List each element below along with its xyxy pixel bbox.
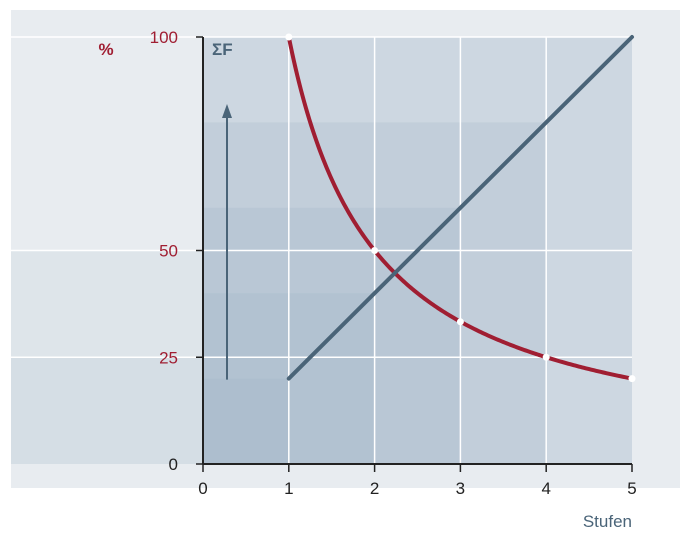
left-band-low bbox=[11, 357, 203, 464]
y-unit-sum-label: ΣF bbox=[212, 40, 233, 59]
data-point-1-1 bbox=[285, 33, 293, 41]
y-tick-label-0: 0 bbox=[169, 455, 178, 474]
gridlines bbox=[11, 36, 632, 464]
data-point-1-4 bbox=[542, 353, 550, 361]
y-unit-percent-label: % bbox=[98, 40, 113, 59]
axis-labels: % ΣF Stufen bbox=[98, 40, 632, 531]
data-point-1-3 bbox=[456, 318, 464, 326]
shaded-step-1 bbox=[203, 378, 289, 464]
y-tick-label-50: 50 bbox=[159, 242, 178, 261]
y-tick-label-100: 100 bbox=[150, 28, 178, 47]
axes bbox=[196, 36, 633, 472]
x-axis-label: Stufen bbox=[583, 512, 632, 531]
data-point-1-2 bbox=[371, 247, 379, 254]
x-tick-label-4: 4 bbox=[541, 479, 550, 498]
x-tick-label-2: 2 bbox=[370, 479, 379, 498]
y-tick-label-25: 25 bbox=[159, 348, 178, 367]
left-band-mid bbox=[11, 250, 203, 358]
data-points bbox=[285, 33, 636, 383]
x-tick-label-1: 1 bbox=[284, 479, 293, 498]
x-tick-label-5: 5 bbox=[627, 479, 636, 498]
up-arrow-head bbox=[222, 104, 232, 118]
data-point-1-5 bbox=[628, 375, 636, 383]
x-tick-label-0: 0 bbox=[198, 479, 207, 498]
series-line-2 bbox=[286, 35, 634, 381]
x-tick-label-3: 3 bbox=[456, 479, 465, 498]
